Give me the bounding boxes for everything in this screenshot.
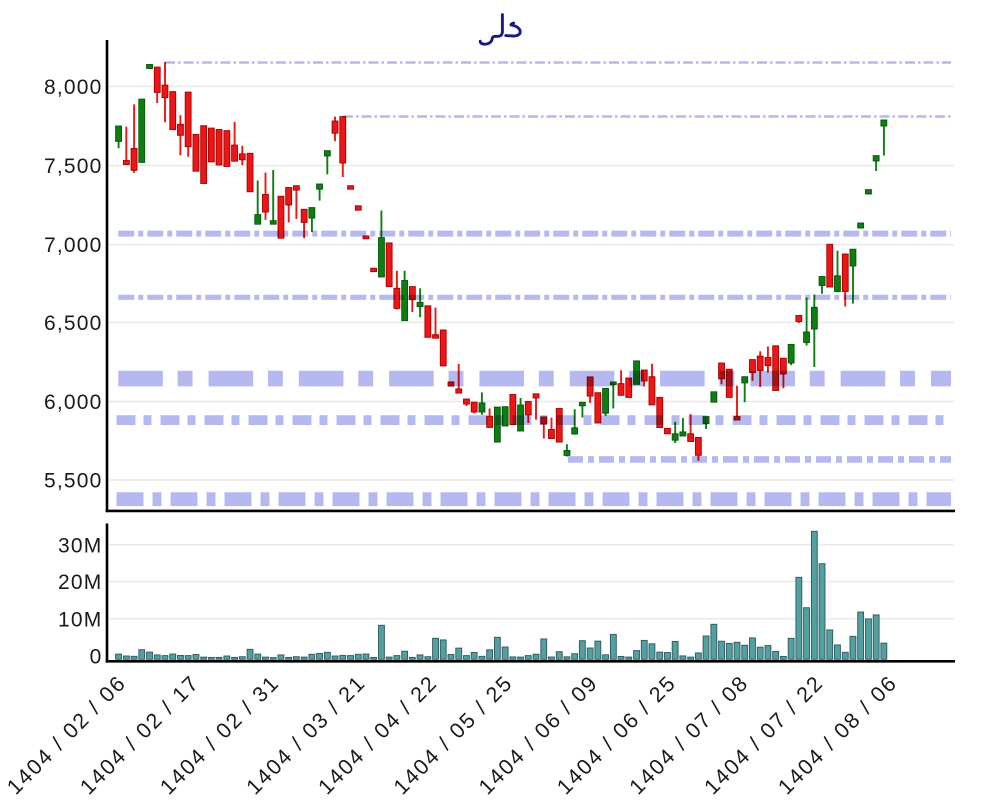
svg-text:20M: 20M [58, 571, 102, 594]
svg-text:6,000: 6,000 [44, 391, 103, 414]
svg-text:0: 0 [90, 646, 103, 669]
svg-text:5,500: 5,500 [44, 470, 103, 493]
svg-text:10M: 10M [58, 608, 102, 631]
svg-text:7,500: 7,500 [44, 155, 103, 178]
svg-text:30M: 30M [58, 534, 102, 557]
svg-text:8,000: 8,000 [44, 76, 103, 99]
svg-text:6,500: 6,500 [44, 312, 103, 335]
svg-text:7,000: 7,000 [44, 234, 103, 257]
